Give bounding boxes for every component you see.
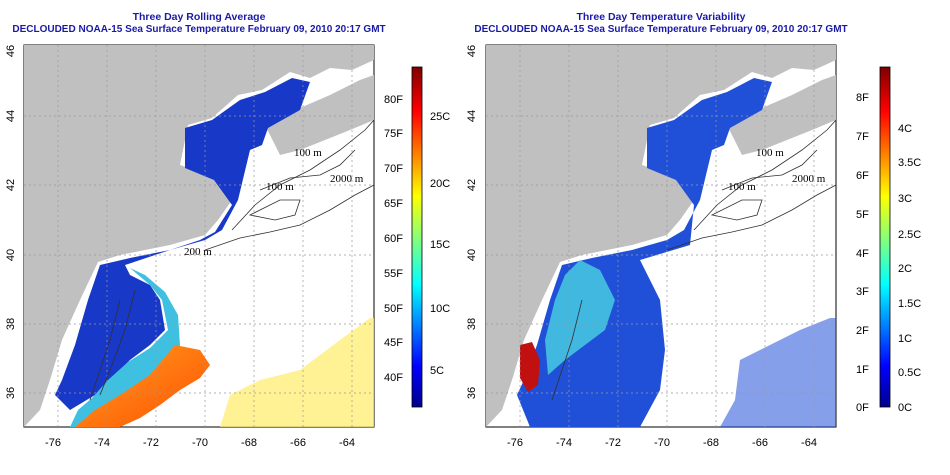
- left-cb-f-80: 80F: [384, 94, 403, 106]
- left-cb-f-50: 50F: [384, 303, 403, 315]
- left-cb-c-5: 5C: [430, 365, 445, 377]
- left-lat-40: 40: [5, 248, 17, 262]
- left-lon-66: -66: [290, 437, 306, 449]
- right-cb-f-4: 4F: [856, 248, 869, 260]
- left-contour-label-100: 100 m: [294, 147, 322, 159]
- right-cb-f-5: 5F: [856, 209, 869, 221]
- left-cb-c-10: 10C: [430, 303, 451, 315]
- left-cb-f-45: 45F: [384, 337, 403, 349]
- right-title: Three Day Temperature Variability: [576, 11, 746, 23]
- left-lon-76: -76: [45, 437, 61, 449]
- right-contour-label-100b: 100 m: [728, 181, 756, 193]
- left-offshore-patch: [220, 318, 374, 427]
- left-title: Three Day Rolling Average: [132, 11, 266, 23]
- left-cold-water: [55, 78, 310, 410]
- right-lon-74: -74: [556, 437, 572, 449]
- left-cb-c-20: 20C: [430, 178, 451, 190]
- right-lon-68: -68: [703, 437, 719, 449]
- left-lon-68: -68: [241, 437, 257, 449]
- right-cb-c-2: 2C: [898, 263, 913, 275]
- right-cb-f-7: 7F: [856, 131, 869, 143]
- right-contours: [551, 119, 837, 401]
- left-cb-f-55: 55F: [384, 268, 403, 280]
- right-lon-76: -76: [507, 437, 523, 449]
- right-lat-44: 44: [466, 109, 478, 123]
- left-lat-38: 38: [5, 317, 17, 331]
- left-grid: [24, 45, 374, 427]
- right-lat-40: 40: [466, 248, 478, 262]
- left-lat-36: 36: [5, 386, 17, 400]
- left-map: [23, 44, 375, 428]
- right-contour-label-100: 100 m: [756, 147, 784, 159]
- left-cb-c-15: 15C: [430, 239, 451, 251]
- right-lon-72: -72: [605, 437, 621, 449]
- left-land-north: [24, 45, 374, 427]
- left-contour-label-2000: 2000 m: [330, 173, 364, 185]
- left-lon-70: -70: [192, 437, 208, 449]
- right-lon-66: -66: [752, 437, 768, 449]
- left-contours: [89, 119, 375, 401]
- left-lat-44: 44: [5, 109, 17, 123]
- left-land-nova-scotia: [265, 75, 374, 155]
- right-cb-f-1: 1F: [856, 364, 869, 376]
- left-cb-f-70: 70F: [384, 163, 403, 175]
- right-cb-c-4: 4C: [898, 123, 913, 135]
- right-subtitle: DECLOUDED NOAA-15 Sea Surface Temperatur…: [474, 24, 848, 35]
- left-lon-74: -74: [94, 437, 110, 449]
- right-land-north: [486, 45, 836, 427]
- left-lat-46: 46: [5, 44, 17, 58]
- left-warm-water: [75, 345, 210, 427]
- right-map: [485, 44, 837, 428]
- right-lat-36: 36: [466, 386, 478, 400]
- right-lat-42: 42: [466, 178, 478, 192]
- right-cb-c-3.5: 3.5C: [898, 157, 922, 169]
- right-offshore-speckles: [720, 318, 836, 427]
- left-cb-f-65: 65F: [384, 198, 403, 210]
- left-subtitle: DECLOUDED NOAA-15 Sea Surface Temperatur…: [12, 24, 386, 35]
- right-cb-c-0: 0C: [898, 402, 913, 414]
- right-land-nova-scotia: [727, 75, 836, 155]
- right-cb-c-0.5: 0.5C: [898, 367, 922, 379]
- right-cb-f-8: 8F: [856, 92, 869, 104]
- right-cb-f-0: 0F: [856, 402, 869, 414]
- left-lon-72: -72: [143, 437, 159, 449]
- right-lat-46: 46: [466, 44, 478, 58]
- left-cb-c-25: 25C: [430, 111, 451, 123]
- right-shelf-variability: [545, 260, 615, 375]
- right-lat-38: 38: [466, 317, 478, 331]
- right-colorbar: [879, 66, 891, 408]
- right-cb-c-2.5: 2.5C: [898, 229, 922, 241]
- left-lat-42: 42: [5, 178, 17, 192]
- left-cb-f-60: 60F: [384, 233, 403, 245]
- right-contour-label-2000: 2000 m: [792, 173, 826, 185]
- right-cb-c-3: 3C: [898, 193, 913, 205]
- right-cb-c-1: 1C: [898, 333, 913, 345]
- right-grid: [486, 45, 836, 427]
- right-lon-64: -64: [801, 437, 817, 449]
- left-contour-label-100b: 100 m: [266, 181, 294, 193]
- right-cb-c-1.5: 1.5C: [898, 298, 922, 310]
- right-cb-f-2: 2F: [856, 325, 869, 337]
- left-cb-f-40: 40F: [384, 372, 403, 384]
- left-colorbar: [411, 66, 423, 408]
- left-lon-64: -64: [339, 437, 355, 449]
- right-cb-f-6: 6F: [856, 170, 869, 182]
- right-high-variability: [520, 342, 540, 392]
- left-contour-label-200: 200 m: [184, 246, 212, 258]
- left-cb-f-75: 75F: [384, 128, 403, 140]
- right-cb-f-3: 3F: [856, 286, 869, 298]
- right-lon-70: -70: [654, 437, 670, 449]
